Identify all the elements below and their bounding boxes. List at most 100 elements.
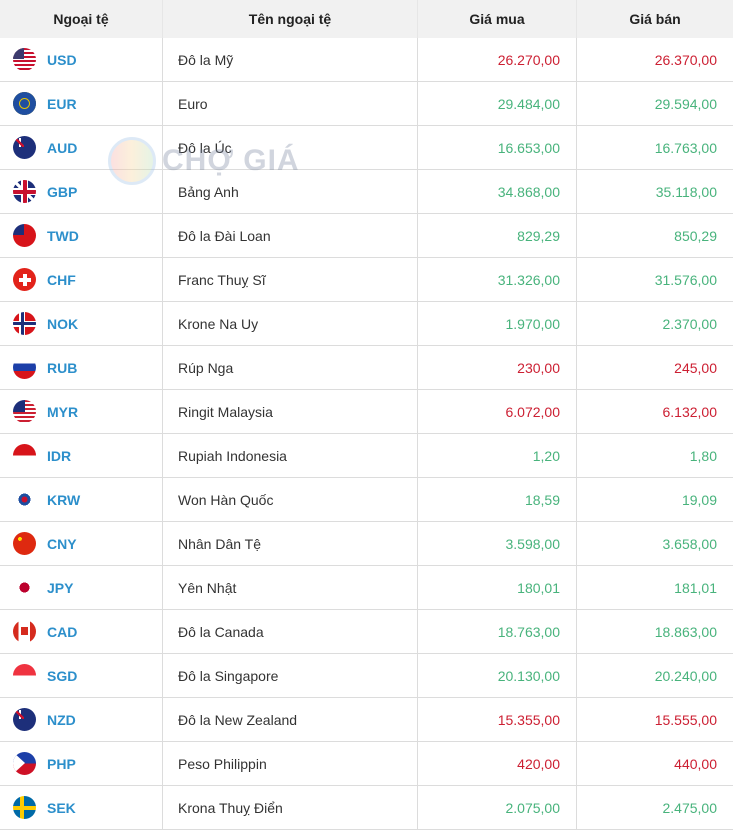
currency-code-cell: GBP: [0, 169, 163, 214]
currency-code-link[interactable]: EUR: [47, 95, 77, 112]
sell-price: 31.576,00: [576, 257, 733, 302]
currency-code-link[interactable]: TWD: [47, 227, 79, 244]
table-row: AUD Đô la Úc 16.653,00 16.763,00: [0, 125, 733, 170]
currency-code-link[interactable]: NOK: [47, 315, 79, 332]
table-row: RUB Rúp Nga 230,00 245,00: [0, 345, 733, 390]
currency-name: Rúp Nga: [162, 345, 418, 390]
table-row: USD Đô la Mỹ 26.270,00 26.370,00: [0, 38, 733, 82]
buy-price: 6.072,00: [417, 389, 577, 434]
header-sell: Giá bán: [576, 0, 733, 38]
currency-name: Đô la Singapore: [162, 653, 418, 698]
sell-price: 1,80: [576, 433, 733, 478]
tw-flag-icon: [13, 224, 36, 247]
sg-flag-icon: [13, 664, 36, 687]
currency-name: Euro: [162, 81, 418, 126]
sell-price: 35.118,00: [576, 169, 733, 214]
table-row: IDR Rupiah Indonesia 1,20 1,80: [0, 433, 733, 478]
id-flag-icon: [13, 444, 36, 467]
jp-flag-icon: [13, 576, 36, 599]
buy-price: 180,01: [417, 565, 577, 610]
currency-code-link[interactable]: SEK: [47, 799, 76, 816]
gb-flag-icon: [13, 180, 36, 203]
buy-price: 15.355,00: [417, 697, 577, 742]
currency-code-link[interactable]: CNY: [47, 535, 77, 552]
header-name: Tên ngoại tệ: [162, 0, 418, 38]
currency-code-cell: PHP: [0, 741, 163, 786]
no-flag-icon: [13, 312, 36, 335]
table-row: CAD Đô la Canada 18.763,00 18.863,00: [0, 609, 733, 654]
table-row: TWD Đô la Đài Loan 829,29 850,29: [0, 213, 733, 258]
buy-price: 26.270,00: [417, 38, 577, 82]
currency-code-link[interactable]: RUB: [47, 359, 78, 376]
currency-code-link[interactable]: PHP: [47, 755, 76, 772]
sell-price: 19,09: [576, 477, 733, 522]
currency-name: Đô la Mỹ: [162, 38, 418, 82]
sell-price: 20.240,00: [576, 653, 733, 698]
sell-price: 440,00: [576, 741, 733, 786]
sell-price: 26.370,00: [576, 38, 733, 82]
table-row: EUR Euro 29.484,00 29.594,00: [0, 81, 733, 126]
cn-flag-icon: [13, 532, 36, 555]
currency-code-link[interactable]: IDR: [47, 447, 72, 464]
buy-price: 829,29: [417, 213, 577, 258]
sell-price: 181,01: [576, 565, 733, 610]
header-code: Ngoại tệ: [0, 0, 163, 38]
currency-name: Won Hàn Quốc: [162, 477, 418, 522]
currency-code-cell: NOK: [0, 301, 163, 346]
buy-price: 34.868,00: [417, 169, 577, 214]
buy-price: 18.763,00: [417, 609, 577, 654]
se-flag-icon: [13, 796, 36, 819]
buy-price: 420,00: [417, 741, 577, 786]
table-row: SEK Krona Thuỵ Điển 2.075,00 2.475,00: [0, 785, 733, 830]
sell-price: 18.863,00: [576, 609, 733, 654]
table-row: SGD Đô la Singapore 20.130,00 20.240,00: [0, 653, 733, 698]
currency-code-link[interactable]: JPY: [47, 579, 74, 596]
currency-code-cell: RUB: [0, 345, 163, 390]
buy-price: 2.075,00: [417, 785, 577, 830]
currency-code-cell: KRW: [0, 477, 163, 522]
buy-price: 16.653,00: [417, 125, 577, 170]
currency-code-cell: CNY: [0, 521, 163, 566]
buy-price: 31.326,00: [417, 257, 577, 302]
buy-price: 230,00: [417, 345, 577, 390]
sell-price: 245,00: [576, 345, 733, 390]
table-row: NOK Krone Na Uy 1.970,00 2.370,00: [0, 301, 733, 346]
currency-code-link[interactable]: MYR: [47, 403, 79, 420]
buy-price: 1.970,00: [417, 301, 577, 346]
currency-code-cell: CHF: [0, 257, 163, 302]
currency-code-link[interactable]: GBP: [47, 183, 78, 200]
ph-flag-icon: [13, 752, 36, 775]
sell-price: 2.370,00: [576, 301, 733, 346]
sell-price: 2.475,00: [576, 785, 733, 830]
currency-code-link[interactable]: KRW: [47, 491, 81, 508]
currency-code-cell: SGD: [0, 653, 163, 698]
table-row: GBP Bảng Anh 34.868,00 35.118,00: [0, 169, 733, 214]
currency-code-link[interactable]: AUD: [47, 139, 78, 156]
ch-flag-icon: [13, 268, 36, 291]
table-row: MYR Ringit Malaysia 6.072,00 6.132,00: [0, 389, 733, 434]
currency-name: Ringit Malaysia: [162, 389, 418, 434]
currency-code-link[interactable]: USD: [47, 51, 77, 68]
currency-code-cell: JPY: [0, 565, 163, 610]
currency-code-link[interactable]: CHF: [47, 271, 76, 288]
currency-code-cell: SEK: [0, 785, 163, 830]
currency-name: Krona Thuỵ Điển: [162, 785, 418, 830]
currency-code-link[interactable]: CAD: [47, 623, 78, 640]
sell-price: 15.555,00: [576, 697, 733, 742]
currency-name: Đô la Canada: [162, 609, 418, 654]
currency-name: Đô la Úc: [162, 125, 418, 170]
sell-price: 16.763,00: [576, 125, 733, 170]
currency-name: Rupiah Indonesia: [162, 433, 418, 478]
currency-name: Yên Nhật: [162, 565, 418, 610]
table-row: PHP Peso Philippin 420,00 440,00: [0, 741, 733, 786]
nz-flag-icon: [13, 708, 36, 731]
currency-code-cell: CAD: [0, 609, 163, 654]
buy-price: 3.598,00: [417, 521, 577, 566]
currency-code-link[interactable]: NZD: [47, 711, 76, 728]
currency-code-cell: NZD: [0, 697, 163, 742]
currency-code-cell: IDR: [0, 433, 163, 478]
my-flag-icon: [13, 400, 36, 423]
table-header: Ngoại tệ Tên ngoại tệ Giá mua Giá bán: [0, 0, 733, 38]
currency-code-link[interactable]: SGD: [47, 667, 78, 684]
currency-name: Nhân Dân Tệ: [162, 521, 418, 566]
